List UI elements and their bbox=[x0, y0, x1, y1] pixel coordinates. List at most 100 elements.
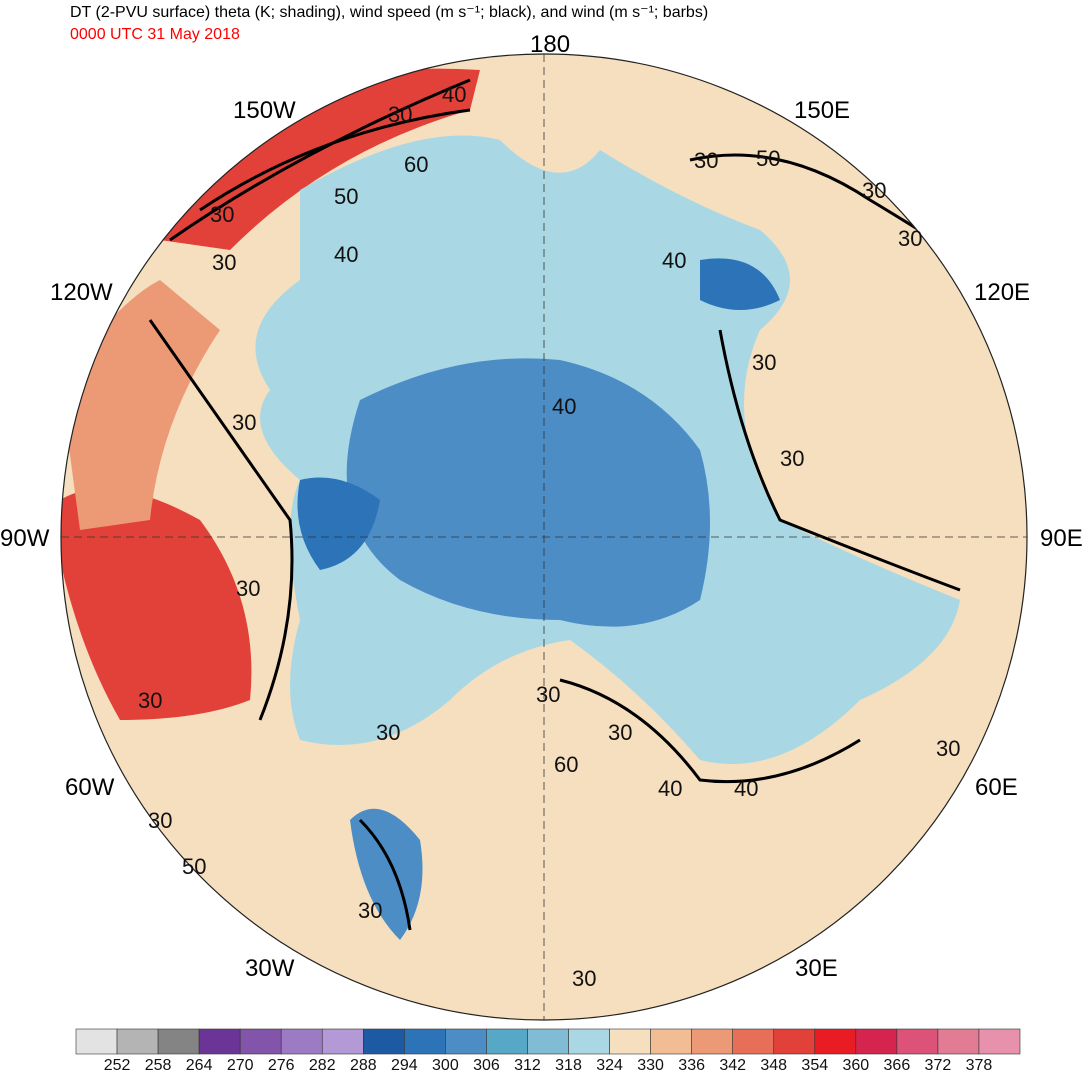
contour-label: 30 bbox=[694, 148, 718, 173]
lon-label-90e: 90E bbox=[1040, 525, 1083, 552]
colorbar-tick-label: 288 bbox=[350, 1057, 377, 1074]
contour-label: 40 bbox=[334, 242, 358, 267]
contour-label: 30 bbox=[780, 446, 804, 471]
warm-region-north-america bbox=[61, 488, 252, 720]
colorbar-swatch bbox=[445, 1028, 487, 1055]
contour-label: 40 bbox=[662, 248, 686, 273]
colorbar-swatch bbox=[75, 1028, 118, 1055]
lon-label-150e: 150E bbox=[794, 97, 850, 124]
contour-label: 30 bbox=[572, 966, 596, 991]
contour-label: 60 bbox=[554, 752, 578, 777]
colorbar-swatch bbox=[896, 1028, 939, 1055]
contour-label: 40 bbox=[442, 82, 466, 107]
colorbar-tick-label: 366 bbox=[884, 1057, 911, 1074]
contour-label: 50 bbox=[182, 854, 206, 879]
jet-contour-siberia bbox=[718, 329, 961, 592]
contour-label: 30 bbox=[148, 808, 172, 833]
colorbar-swatch bbox=[157, 1028, 200, 1055]
colorbar-tick-label: 354 bbox=[801, 1057, 828, 1074]
colorbar-tick-label: 294 bbox=[391, 1057, 418, 1074]
jet-contour-pacific-2 bbox=[199, 108, 471, 212]
colorbar-tick-label: 324 bbox=[596, 1057, 623, 1074]
contour-label: 60 bbox=[404, 152, 428, 177]
colorbar-tick-label: 372 bbox=[925, 1057, 952, 1074]
colorbar-swatch bbox=[609, 1028, 651, 1055]
contour-label: 40 bbox=[552, 394, 576, 419]
colorbar-swatch bbox=[363, 1028, 405, 1055]
colorbar-tick-label: 348 bbox=[760, 1057, 787, 1074]
colorbar-tick-label: 258 bbox=[145, 1057, 172, 1074]
contour-label: 50 bbox=[756, 146, 780, 171]
colorbar-swatch bbox=[280, 1028, 323, 1055]
colorbar-swatch bbox=[198, 1028, 241, 1055]
contour-label: 40 bbox=[734, 776, 758, 801]
contour-label: 30 bbox=[862, 178, 886, 203]
jet-contour-pacific bbox=[169, 78, 471, 242]
polar-core-region bbox=[346, 358, 710, 627]
colorbar-swatch bbox=[978, 1028, 1021, 1055]
lon-label-60w: 60W bbox=[65, 774, 115, 801]
colorbar-tick-label: 342 bbox=[719, 1057, 746, 1074]
contour-labels: 30 40 30 60 50 40 30 40 30 50 30 30 40 30 30 30 30 60 30 30… bbox=[138, 82, 960, 991]
lon-label-60e: 60E bbox=[975, 774, 1018, 801]
contour-label: 30 bbox=[376, 720, 400, 745]
lon-label-30e: 30E bbox=[795, 955, 838, 982]
contour-label: 50 bbox=[334, 184, 358, 209]
contour-label: 30 bbox=[536, 682, 560, 707]
colorbar-tick-label: 252 bbox=[104, 1057, 131, 1074]
lon-label-30w: 30W bbox=[245, 955, 295, 982]
valid-time: 0000 UTC 31 May 2018 bbox=[70, 26, 240, 43]
colorbar-swatch bbox=[568, 1028, 610, 1055]
colorbar-tick-label: 264 bbox=[186, 1057, 213, 1074]
contour-label: 30 bbox=[752, 350, 776, 375]
contour-label: 30 bbox=[388, 102, 412, 127]
jet-contour-america bbox=[148, 319, 294, 721]
lon-label-150w: 150W bbox=[233, 97, 296, 124]
colorbar-tick-label: 336 bbox=[678, 1057, 705, 1074]
contour-label: 30 bbox=[138, 688, 162, 713]
colorbar-swatch bbox=[732, 1028, 775, 1055]
colorbar-swatch bbox=[239, 1028, 282, 1055]
lon-label-180: 180 bbox=[530, 31, 570, 58]
contour-label: 30 bbox=[358, 898, 382, 923]
colorbar-tick-label: 360 bbox=[842, 1057, 869, 1074]
colorbar-swatch bbox=[773, 1028, 816, 1055]
colorbar-swatch bbox=[855, 1028, 898, 1055]
colorbar-tick-label: 276 bbox=[268, 1057, 295, 1074]
colorbar-tick-label: 330 bbox=[637, 1057, 664, 1074]
contour-label: 30 bbox=[212, 250, 236, 275]
graticule bbox=[61, 54, 1027, 1020]
colorbar-tick-label: 378 bbox=[966, 1057, 993, 1074]
colorbar-tick-label: 282 bbox=[309, 1057, 336, 1074]
colorbar-tick-label: 306 bbox=[473, 1057, 500, 1074]
lon-label-120w: 120W bbox=[50, 279, 113, 306]
colorbar-swatch bbox=[937, 1028, 980, 1055]
colorbar-swatch bbox=[486, 1028, 528, 1055]
colorbar-swatch bbox=[527, 1028, 569, 1055]
map-title: DT (2-PVU surface) theta (K; shading), w… bbox=[70, 4, 709, 21]
colorbar-tick-label: 300 bbox=[432, 1057, 459, 1074]
jet-contour-atlantic bbox=[358, 818, 412, 931]
contour-label: 30 bbox=[898, 226, 922, 251]
contour-label: 30 bbox=[210, 202, 234, 227]
deep-cold-region-east bbox=[700, 258, 780, 310]
colorbar-tick-label: 312 bbox=[514, 1057, 541, 1074]
contour-label: 30 bbox=[936, 736, 960, 761]
deep-cold-region-west bbox=[297, 477, 380, 570]
contour-label: 30 bbox=[232, 410, 256, 435]
colorbar-swatch bbox=[691, 1028, 733, 1055]
wind-speed-contours bbox=[148, 78, 961, 931]
lon-label-90w: 90W bbox=[0, 525, 50, 552]
colorbar-swatch bbox=[650, 1028, 692, 1055]
colorbar-swatch bbox=[814, 1028, 857, 1055]
theta-colorbar: 252 258 264 270 276 282 288 294 300 306 312 318 324 3… bbox=[75, 1028, 1021, 1074]
colorbar-swatch bbox=[404, 1028, 446, 1055]
colorbar-swatch bbox=[321, 1028, 364, 1055]
contour-label: 40 bbox=[658, 776, 682, 801]
contour-label: 30 bbox=[236, 576, 260, 601]
jet-contour-europe bbox=[559, 678, 861, 784]
colorbar-swatch bbox=[116, 1028, 159, 1055]
contour-label: 30 bbox=[608, 720, 632, 745]
lon-label-120e: 120E bbox=[974, 279, 1030, 306]
